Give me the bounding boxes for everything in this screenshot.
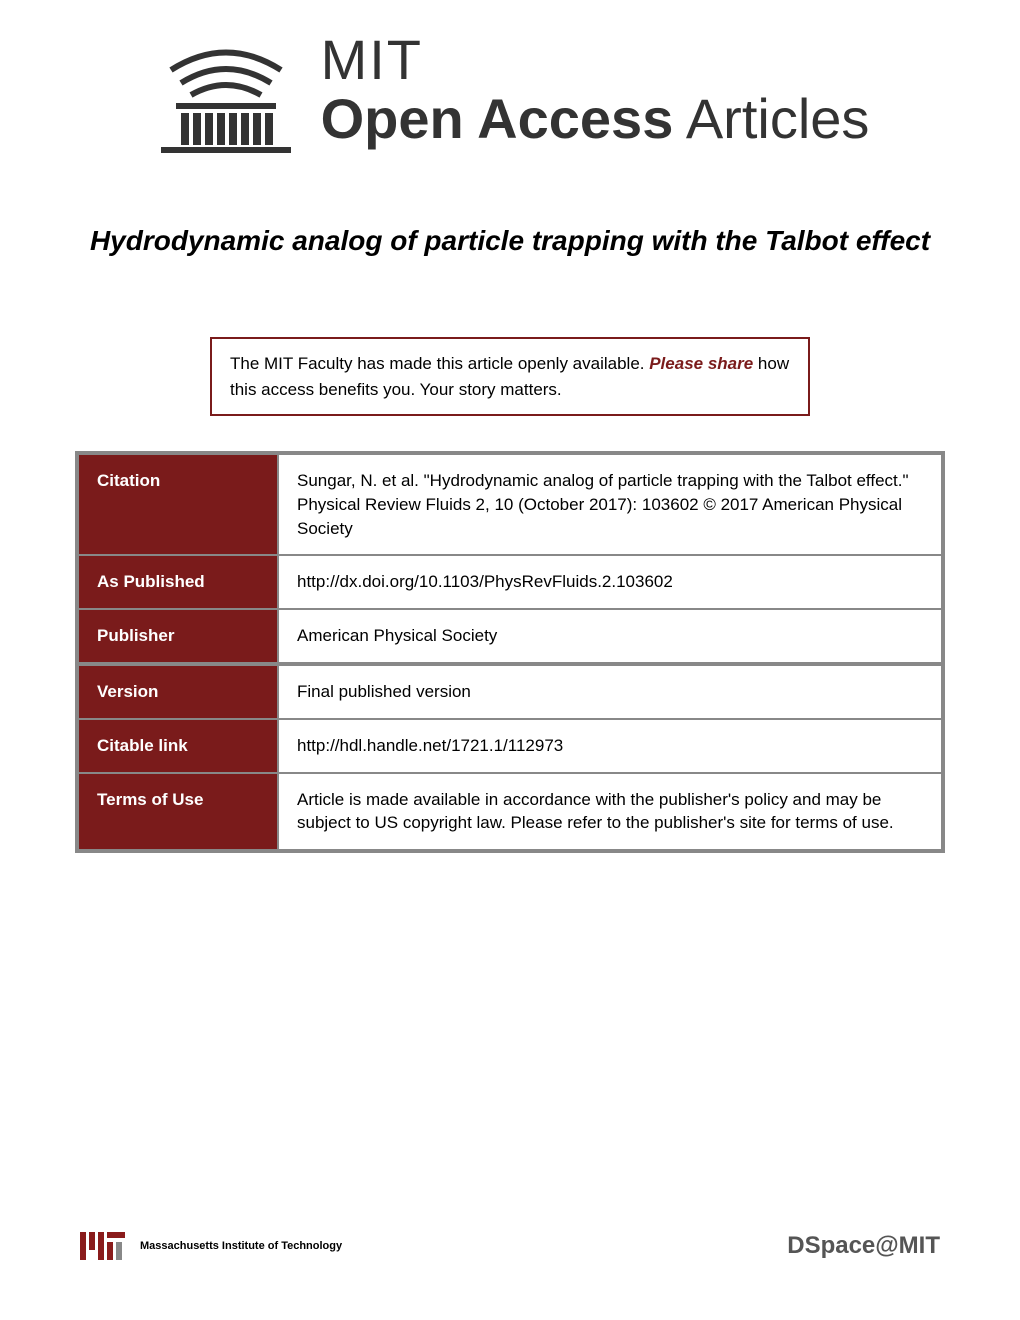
mit-institution-text: Massachusetts Institute of Technology — [140, 1240, 342, 1252]
label-terms-of-use: Terms of Use — [79, 774, 279, 850]
table-row: Citable link http://hdl.handle.net/1721.… — [79, 720, 941, 774]
dspace-text: DSpace@MIT — [787, 1232, 940, 1260]
metadata-table: Citation Sungar, N. et al. "Hydrodynamic… — [75, 451, 945, 853]
footer-left: Massachusetts Institute of Technology — [80, 1232, 342, 1260]
header-logo: MIT Open Access Articles — [0, 0, 1020, 155]
label-citation: Citation — [79, 455, 279, 556]
label-as-published: As Published — [79, 556, 279, 610]
notice-text-1: The MIT Faculty has made this article op… — [230, 354, 649, 373]
value-citable-link[interactable]: http://hdl.handle.net/1721.1/112973 — [279, 720, 941, 774]
notice-box: The MIT Faculty has made this article op… — [210, 337, 810, 416]
please-share-link[interactable]: Please share — [649, 354, 753, 373]
table-row: Version Final published version — [79, 666, 941, 720]
table-row: Terms of Use Article is made available i… — [79, 774, 941, 850]
value-as-published[interactable]: http://dx.doi.org/10.1103/PhysRevFluids.… — [279, 556, 941, 610]
logo-mit-text: MIT — [321, 31, 870, 90]
table-row: Publisher American Physical Society — [79, 610, 941, 666]
page-title: Hydrodynamic analog of particle trapping… — [0, 225, 1020, 257]
logo-text: MIT Open Access Articles — [321, 31, 870, 149]
label-version: Version — [79, 666, 279, 720]
value-publisher: American Physical Society — [279, 610, 941, 666]
table-row: Citation Sungar, N. et al. "Hydrodynamic… — [79, 455, 941, 556]
value-version: Final published version — [279, 666, 941, 720]
value-citation: Sungar, N. et al. "Hydrodynamic analog o… — [279, 455, 941, 556]
mit-dome-icon — [151, 25, 301, 155]
label-publisher: Publisher — [79, 610, 279, 666]
table-row: As Published http://dx.doi.org/10.1103/P… — [79, 556, 941, 610]
label-citable-link: Citable link — [79, 720, 279, 774]
mit-small-logo-icon — [80, 1232, 130, 1260]
value-terms-of-use: Article is made available in accordance … — [279, 774, 941, 850]
footer: Massachusetts Institute of Technology DS… — [0, 1232, 1020, 1260]
logo-open-access-text: Open Access Articles — [321, 90, 870, 149]
